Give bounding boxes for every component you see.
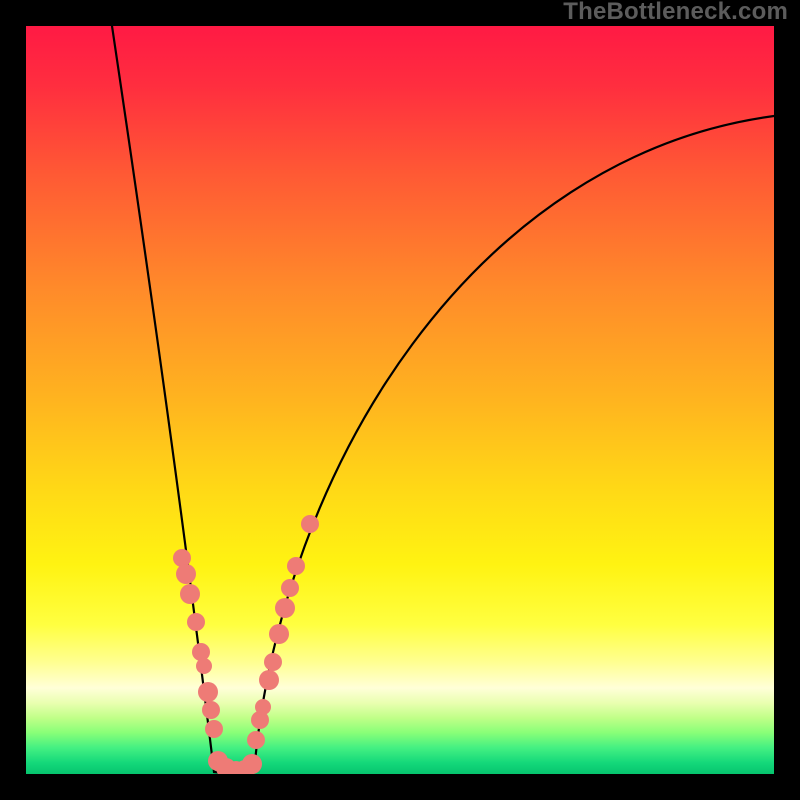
data-marker bbox=[269, 624, 289, 644]
data-marker bbox=[192, 643, 210, 661]
data-marker bbox=[176, 564, 196, 584]
gradient-background bbox=[26, 26, 774, 774]
chart-container: TheBottleneck.com bbox=[0, 0, 800, 800]
data-marker bbox=[255, 699, 271, 715]
data-marker bbox=[198, 682, 218, 702]
data-marker bbox=[247, 731, 265, 749]
data-marker bbox=[205, 720, 223, 738]
data-marker bbox=[180, 584, 200, 604]
data-marker bbox=[281, 579, 299, 597]
data-marker bbox=[275, 598, 295, 618]
data-marker bbox=[287, 557, 305, 575]
data-marker bbox=[242, 754, 262, 774]
plot-area bbox=[26, 26, 774, 774]
data-marker bbox=[187, 613, 205, 631]
data-marker bbox=[264, 653, 282, 671]
data-marker bbox=[301, 515, 319, 533]
data-marker bbox=[259, 670, 279, 690]
watermark-text: TheBottleneck.com bbox=[563, 0, 788, 26]
data-marker bbox=[202, 701, 220, 719]
plot-svg bbox=[26, 26, 774, 774]
data-marker bbox=[196, 658, 212, 674]
